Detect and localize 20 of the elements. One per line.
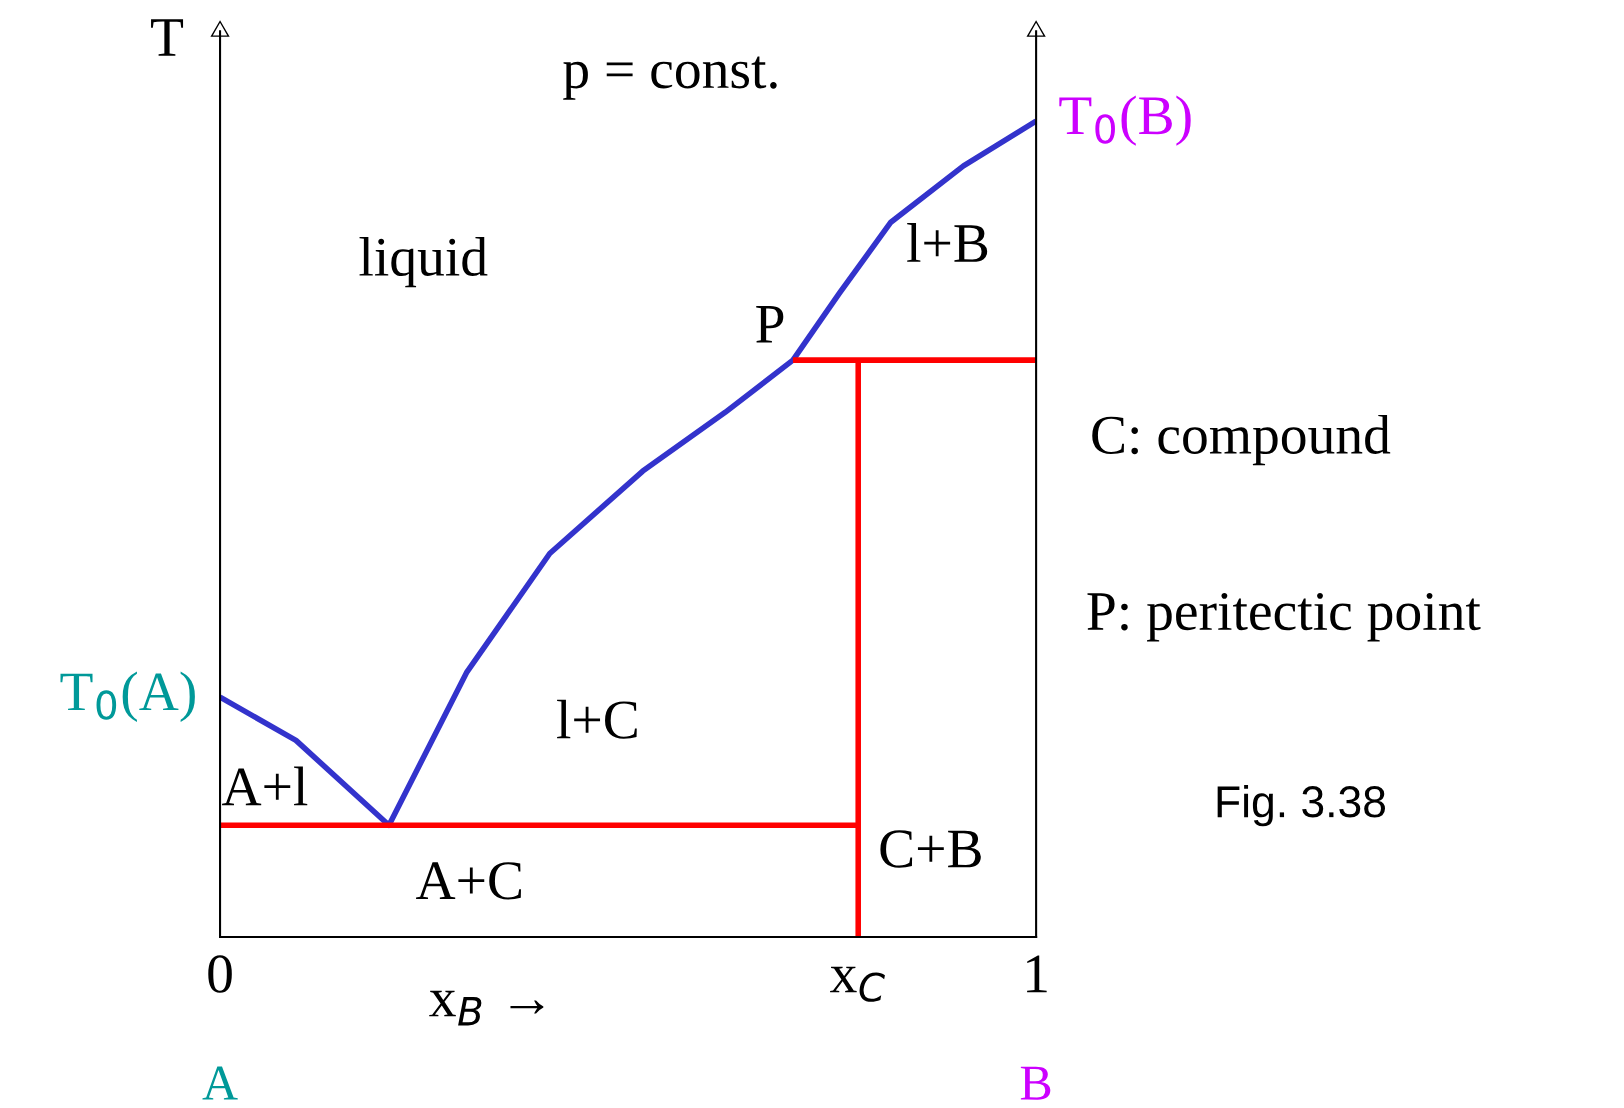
annotation: A+C (416, 862, 521, 900)
x-tick-label: 0 (208, 955, 232, 993)
annotation: T$_{0}$(A) (60, 671, 195, 722)
x-axis-title: x$_{B}$ → (429, 990, 544, 1026)
annotation: T$_{0}$(B) (1059, 95, 1191, 146)
text: C: compound (1092, 414, 1391, 466)
text: A (202, 1066, 238, 1100)
text: P: peritectic point (1087, 592, 1481, 642)
text: p = const. (563, 56, 777, 100)
x-tick-label: 1 (1027, 955, 1047, 993)
annotation: P (756, 306, 784, 343)
text: B (1020, 1066, 1051, 1100)
y-axis-title: T (151, 19, 184, 56)
annotation: liquid (359, 236, 488, 288)
x-tick-label: x$_{C}$ (830, 966, 885, 1002)
annotation: A+l (222, 766, 308, 806)
annotation: l+C (557, 699, 637, 739)
annotation: l+B (907, 223, 988, 262)
annotation: C+B (880, 830, 981, 868)
caption: Fig. 3.38 (1217, 784, 1386, 827)
